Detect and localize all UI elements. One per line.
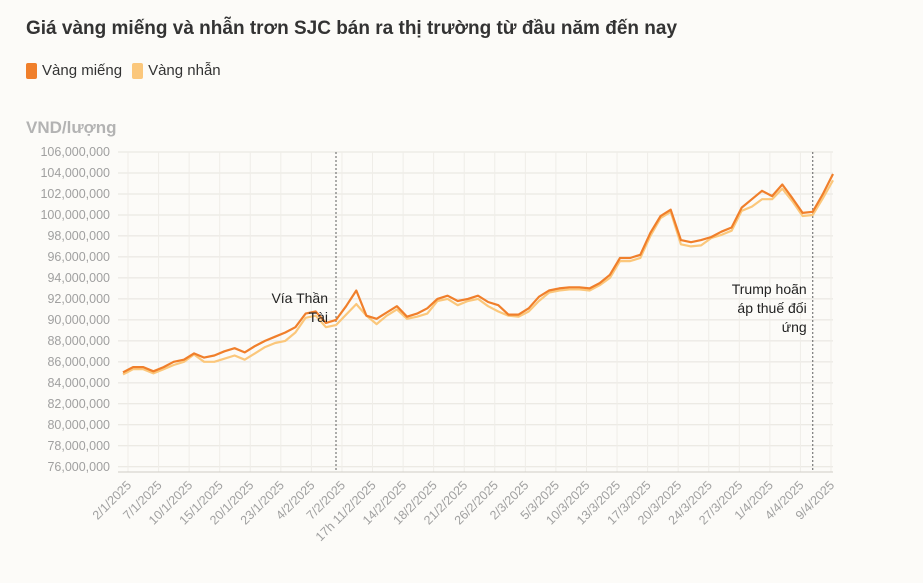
y-tick-label: 106,000,000 (40, 145, 110, 159)
y-tick-label: 94,000,000 (47, 271, 110, 285)
annotation-text: ứng (782, 319, 807, 335)
legend-swatch-vang-mieng (26, 62, 37, 79)
y-axis-unit-label: VND/lượng (26, 118, 117, 137)
y-tick-label: 96,000,000 (47, 250, 110, 264)
y-tick-label: 82,000,000 (47, 397, 110, 411)
legend-label-vang-mieng: Vàng miếng (42, 62, 123, 79)
legend-swatch-vang-nhan (132, 62, 144, 79)
y-tick-label: 76,000,000 (47, 460, 110, 474)
y-tick-label: 104,000,000 (40, 166, 110, 180)
y-tick-label: 100,000,000 (40, 208, 110, 222)
y-tick-label: 90,000,000 (47, 313, 110, 327)
annotation-text: Trump hoãn (732, 281, 807, 297)
y-tick-label: 80,000,000 (47, 418, 110, 432)
y-tick-label: 98,000,000 (47, 229, 110, 243)
y-tick-label: 78,000,000 (47, 439, 110, 453)
legend: Vàng miếng Vàng nhẫn (26, 62, 221, 79)
annotation-text: áp thuế đối (737, 300, 806, 316)
y-tick-label: 92,000,000 (47, 292, 110, 306)
y-tick-label: 86,000,000 (47, 355, 110, 369)
legend-item-vang-nhan[interactable]: Vàng nhẫn (132, 62, 221, 79)
annotation-text: Vía Thần (271, 290, 328, 306)
y-tick-label: 84,000,000 (47, 376, 110, 390)
y-tick-label: 102,000,000 (40, 187, 110, 201)
legend-label-vang-nhan: Vàng nhẫn (148, 62, 221, 79)
annotation-text: Tài (309, 309, 328, 325)
series-line-vang-mieng (122, 173, 834, 374)
chart-title: Giá vàng miếng và nhẫn trơn SJC bán ra t… (26, 18, 678, 39)
legend-item-vang-mieng[interactable]: Vàng miếng (26, 62, 122, 79)
y-tick-label: 88,000,000 (47, 334, 110, 348)
series-line-vang-nhan (122, 179, 834, 376)
